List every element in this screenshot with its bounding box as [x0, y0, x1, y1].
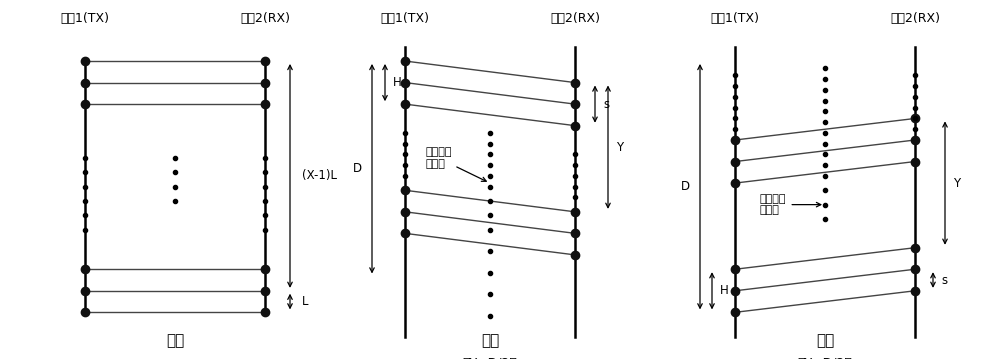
- Text: （Y<D/2）: （Y<D/2）: [463, 357, 517, 359]
- Text: Y: Y: [616, 141, 623, 154]
- Text: （Y>D/2）: （Y>D/2）: [798, 357, 852, 359]
- Text: 平测: 平测: [166, 333, 184, 348]
- Text: D: D: [353, 162, 362, 175]
- Text: 平测极值
收发线: 平测极值 收发线: [425, 147, 486, 181]
- Text: 斜测: 斜测: [481, 333, 499, 348]
- Text: 钻井2(RX): 钻井2(RX): [240, 12, 290, 25]
- Text: s: s: [603, 98, 609, 111]
- Text: 钻井1(TX): 钻井1(TX): [710, 12, 760, 25]
- Text: H: H: [720, 284, 729, 297]
- Text: 钻井1(TX): 钻井1(TX): [380, 12, 430, 25]
- Text: 钻井2(RX): 钻井2(RX): [890, 12, 940, 25]
- Text: L: L: [302, 295, 308, 308]
- Text: H: H: [393, 76, 402, 89]
- Text: 斜测: 斜测: [816, 333, 834, 348]
- Text: D: D: [681, 180, 690, 193]
- Text: 钻井1(TX): 钻井1(TX): [60, 12, 110, 25]
- Text: s: s: [941, 274, 947, 286]
- Text: 平测极值
收发线: 平测极值 收发线: [760, 194, 821, 215]
- Text: (X-1)L: (X-1)L: [302, 169, 337, 182]
- Text: 钻井2(RX): 钻井2(RX): [550, 12, 600, 25]
- Text: Y: Y: [953, 177, 960, 190]
